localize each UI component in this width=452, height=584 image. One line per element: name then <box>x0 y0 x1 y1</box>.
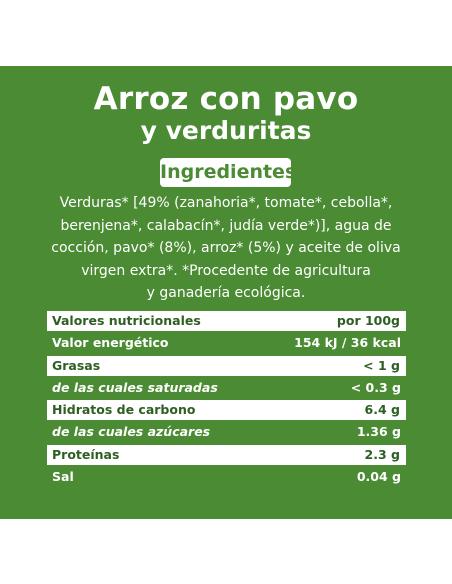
ingredients-text: Verduras* [49% (zanahoria*, tomate*, ceb… <box>30 192 422 305</box>
nutrition-label: Valores nutricionales <box>52 313 201 328</box>
ingredients-line: virgen extra*. *Procedente de agricultur… <box>81 262 371 279</box>
ingredients-heading: Ingredientes <box>160 158 296 187</box>
nutrition-table: Valores nutricionales por 100g Valor ene… <box>47 311 407 489</box>
nutrition-value: 154 kJ / 36 kcal <box>294 335 401 351</box>
ingredients-line: cocción, pavo* (8%), arroz* (5%) y aceit… <box>51 240 401 256</box>
nutrition-row-sugars: de las cuales azúcares 1.36 g <box>47 422 407 442</box>
nutrition-label: de las cuales azúcares <box>52 424 211 440</box>
product-title: Arroz con pavo <box>93 81 359 117</box>
product-subtitle: y verduritas <box>140 116 312 145</box>
nutrition-row-protein: Proteínas 2.3 g <box>47 444 406 465</box>
nutrition-label: Valor energético <box>52 335 169 351</box>
nutrition-value: 0.04 g <box>356 469 401 485</box>
nutrition-label: Grasas <box>52 357 101 373</box>
nutrition-row-energy: Valor energético 154 kJ / 36 kcal <box>47 333 407 353</box>
nutrition-label: Proteínas <box>52 446 120 462</box>
nutrition-row-header: Valores nutricionales por 100g <box>47 311 406 331</box>
nutrition-value: 1.36 g <box>356 424 401 440</box>
nutrition-label: de las cuales saturadas <box>52 379 218 395</box>
nutrition-value: 6.4 g <box>364 402 400 418</box>
nutrition-row-carbs: Hidratos de carbono 6.4 g <box>47 400 406 421</box>
nutrition-row-fat: Grasas < 1 g <box>47 355 406 376</box>
nutrition-label: Sal <box>52 469 74 485</box>
ingredients-line: berenjena*, calabacín*, judía verde*)], … <box>60 217 392 234</box>
nutrition-value: < 0.3 g <box>350 379 401 395</box>
nutrition-label: Hidratos de carbono <box>52 402 196 418</box>
ingredients-line: Verduras* [49% (zanahoria*, tomate*, ceb… <box>59 195 393 211</box>
nutrition-value: por 100g <box>336 313 400 328</box>
nutrition-value: 2.3 g <box>364 446 400 462</box>
ingredients-line: y ganadería ecológica. <box>146 285 306 301</box>
nutrition-row-salt: Sal 0.04 g <box>47 467 407 487</box>
label-panel: Arroz con pavo y verduritas Ingredientes… <box>0 66 452 519</box>
nutrition-value: < 1 g <box>363 357 400 373</box>
nutrition-row-saturated: de las cuales saturadas < 0.3 g <box>47 378 407 398</box>
